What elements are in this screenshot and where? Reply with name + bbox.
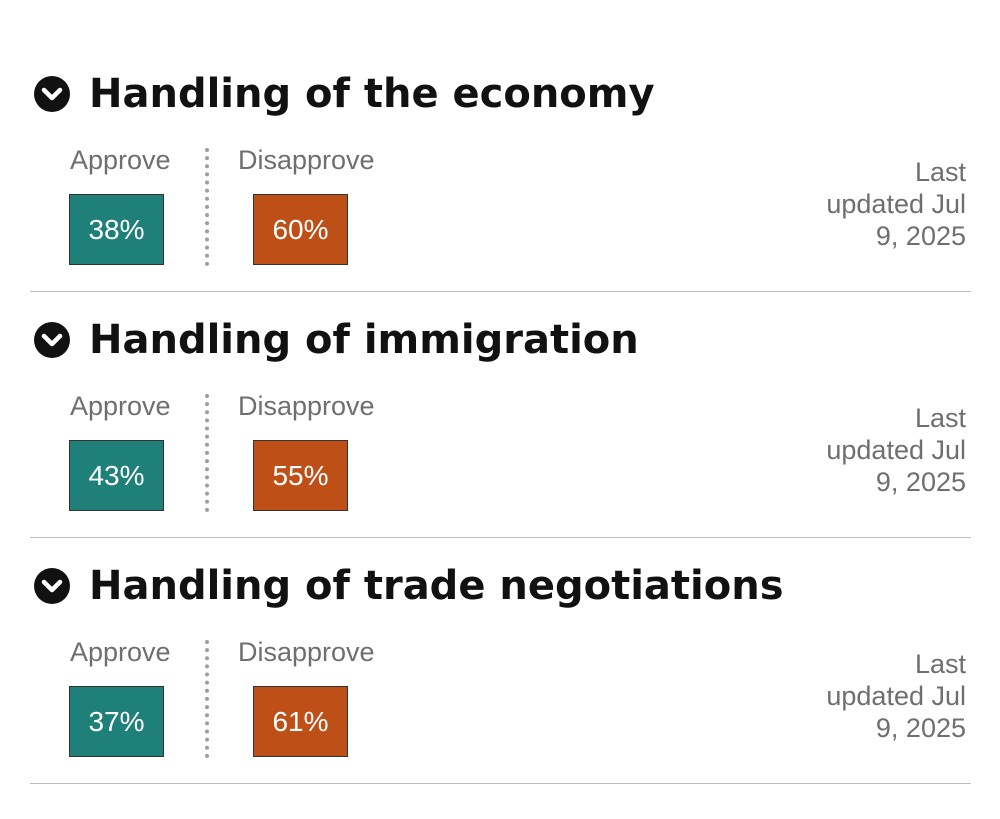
dotted-divider (205, 640, 209, 758)
approve-label: Approve (70, 391, 171, 421)
approve-label: Approve (70, 637, 171, 667)
disapprove-label: Disapprove (238, 145, 375, 175)
disapprove-label: Disapprove (238, 391, 375, 421)
section-title[interactable]: Handling of the economy (89, 71, 655, 117)
approve-percentage: 38% (69, 194, 164, 265)
last-updated-text: Last updated Jul 9, 2025 (826, 157, 966, 251)
approval-ratings-list: Handling of the economy Approve Disappro… (30, 0, 971, 784)
last-updated-text: Last updated Jul 9, 2025 (826, 403, 966, 497)
dotted-divider (205, 148, 209, 266)
section-title[interactable]: Handling of trade negotiations (89, 563, 784, 609)
rating-section-trade-negotiations: Handling of trade negotiations Approve D… (30, 538, 971, 784)
chevron-down-icon[interactable] (34, 322, 70, 358)
approve-label: Approve (70, 145, 171, 175)
disapprove-percentage: 61% (253, 686, 348, 757)
chevron-down-icon[interactable] (34, 76, 70, 112)
section-title[interactable]: Handling of immigration (89, 317, 639, 363)
disapprove-percentage: 60% (253, 194, 348, 265)
disapprove-label: Disapprove (238, 637, 375, 667)
approve-percentage: 37% (69, 686, 164, 757)
approve-percentage: 43% (69, 440, 164, 511)
rating-section-economy: Handling of the economy Approve Disappro… (30, 0, 971, 292)
disapprove-percentage: 55% (253, 440, 348, 511)
rating-section-immigration: Handling of immigration Approve Disappro… (30, 292, 971, 538)
chevron-down-icon[interactable] (34, 568, 70, 604)
last-updated-text: Last updated Jul 9, 2025 (826, 649, 966, 743)
dotted-divider (205, 394, 209, 512)
